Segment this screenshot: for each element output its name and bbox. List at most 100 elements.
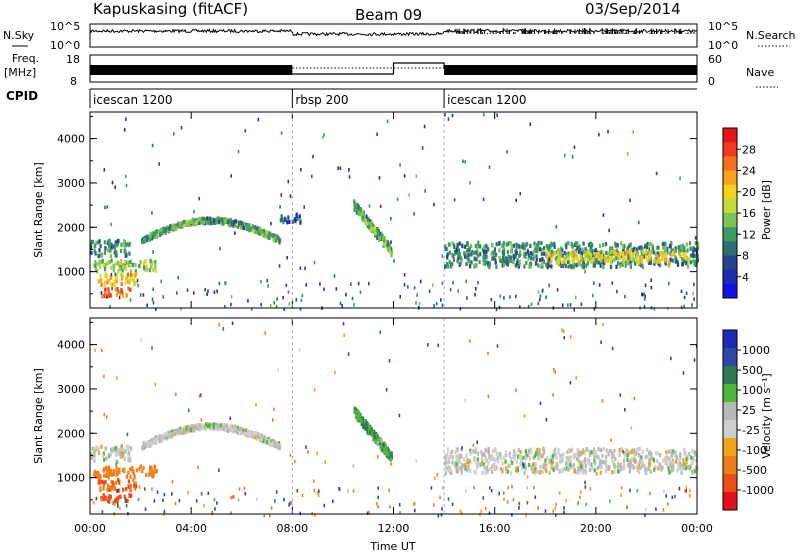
range-gate-cell <box>676 259 679 265</box>
range-gate-cell <box>475 257 478 262</box>
range-gate-cell <box>388 249 391 254</box>
x-axis-label: Time UT <box>369 540 415 553</box>
range-gate-cell <box>605 242 608 247</box>
range-gate-cell <box>561 458 564 463</box>
range-gate-cell <box>273 301 276 305</box>
range-gate-cell <box>94 260 97 265</box>
range-gate-cell <box>689 260 693 265</box>
range-gate-cell <box>638 446 641 452</box>
range-gate-cell <box>455 248 458 252</box>
range-gate-cell <box>95 444 98 450</box>
range-gate-cell <box>656 251 659 256</box>
range-gate-cell <box>490 489 493 493</box>
range-gate-cell <box>640 459 643 465</box>
range-gate-cell <box>124 275 128 281</box>
range-gate-cell <box>265 232 269 237</box>
range-gate-cell <box>665 257 668 262</box>
range-gate-cell <box>540 251 543 256</box>
range-gate-cell <box>459 255 462 261</box>
range-gate-cell <box>660 467 663 472</box>
range-gate-cell <box>504 257 507 263</box>
range-gate-cell <box>366 217 369 222</box>
range-gate-cell <box>602 446 605 452</box>
range-gate-cell <box>572 257 576 262</box>
range-gate-cell <box>104 495 107 500</box>
range-gate-cell <box>228 427 231 432</box>
range-gate-cell <box>153 470 156 475</box>
range-gate-cell <box>359 207 362 212</box>
range-gate-cell <box>248 228 251 233</box>
range-gate-cell <box>651 244 654 249</box>
range-gate-cell <box>276 234 279 239</box>
range-gate-cell <box>108 499 111 504</box>
range-gate-cell <box>636 465 639 470</box>
range-gate-cell <box>644 455 647 460</box>
range-gate-cell <box>195 218 198 223</box>
range-gate-cell <box>102 262 105 268</box>
range-gate-cell <box>277 368 279 372</box>
range-gate-cell <box>449 451 452 456</box>
range-gate-cell <box>485 254 488 260</box>
range-gate-cell <box>357 205 360 210</box>
range-gate-cell <box>664 241 667 246</box>
range-gate-cell <box>684 489 686 493</box>
range-gate-cell <box>694 236 697 240</box>
range-gate-cell <box>474 263 477 268</box>
range-gate-cell <box>198 196 200 201</box>
range-gate-cell <box>597 260 601 265</box>
range-gate-cell <box>464 254 467 259</box>
range-gate-cell <box>135 484 138 489</box>
range-gate-cell <box>648 250 651 255</box>
range-gate-cell <box>154 265 157 270</box>
range-gate-cell <box>688 241 692 246</box>
range-gate-cell <box>311 174 313 179</box>
range-gate-cell <box>488 264 491 270</box>
range-gate-cell <box>484 471 487 476</box>
range-gate-cell <box>586 254 589 259</box>
range-gate-cell <box>683 304 685 309</box>
range-gate-cell <box>105 456 108 461</box>
range-gate-cell <box>193 222 196 227</box>
range-gate-cell <box>538 448 541 453</box>
range-gate-cell <box>550 256 553 261</box>
range-gate-cell <box>524 466 527 471</box>
range-gate-cell <box>516 465 520 471</box>
range-gate-cell <box>663 253 666 258</box>
range-gate-cell <box>628 459 632 464</box>
range-gate-cell <box>549 260 552 265</box>
range-gate-cell <box>213 290 216 294</box>
range-gate-cell <box>514 467 518 472</box>
range-gate-cell <box>390 456 393 462</box>
colorbar-swatch <box>723 492 737 511</box>
x-tick-label: 04:00 <box>175 522 207 535</box>
range-gate-cell <box>118 295 121 300</box>
range-gate-cell <box>499 294 502 298</box>
range-gate-cell <box>181 224 184 230</box>
range-gate-cell <box>539 258 542 263</box>
range-gate-cell <box>540 248 544 253</box>
range-gate-cell <box>334 370 336 375</box>
range-gate-cell <box>492 255 495 260</box>
range-gate-cell <box>601 399 604 403</box>
range-gate-cell <box>644 254 648 260</box>
range-gate-cell <box>361 215 365 221</box>
range-gate-cell <box>104 287 107 292</box>
range-gate-cell <box>487 351 489 356</box>
range-gate-cell <box>539 294 542 298</box>
colorbar-swatch <box>723 241 737 256</box>
range-gate-cell <box>593 263 596 268</box>
range-gate-cell <box>294 219 297 224</box>
range-gate-cell <box>641 264 644 269</box>
range-gate-cell <box>337 166 339 170</box>
range-gate-cell <box>246 224 249 229</box>
range-gate-cell <box>214 426 217 431</box>
range-gate-cell <box>629 242 632 247</box>
range-gate-cell <box>680 466 684 471</box>
range-gate-cell <box>264 331 267 335</box>
range-gate-cell <box>661 241 664 246</box>
range-gate-cell <box>592 293 594 298</box>
range-gate-cell <box>97 279 100 284</box>
range-gate-cell <box>619 251 622 256</box>
range-gate-cell <box>108 238 111 243</box>
range-gate-cell <box>185 426 188 431</box>
